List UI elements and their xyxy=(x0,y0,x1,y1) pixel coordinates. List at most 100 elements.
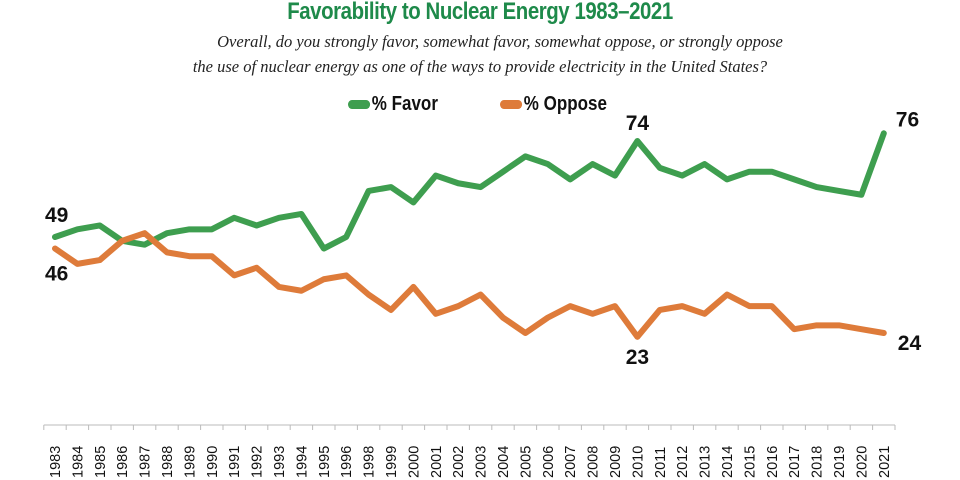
data-point xyxy=(188,228,190,230)
data-point xyxy=(883,132,885,134)
x-tick-label: 2007 xyxy=(563,446,579,478)
x-tick-label: 1983 xyxy=(48,446,64,478)
data-point xyxy=(188,255,190,257)
data-label: 49 xyxy=(45,204,68,227)
data-point xyxy=(860,328,862,330)
data-point xyxy=(726,294,728,296)
x-tick-label: 2006 xyxy=(541,446,557,478)
data-point xyxy=(345,236,347,238)
x-tick-label: 2015 xyxy=(742,446,758,478)
x-tick-label: 1991 xyxy=(227,446,243,478)
data-point xyxy=(524,155,526,157)
data-point xyxy=(278,286,280,288)
x-tick-label: 1992 xyxy=(250,446,266,478)
data-point xyxy=(76,228,78,230)
data-point xyxy=(860,194,862,196)
chart-title: Favorability to Nuclear Energy 1983–2021 xyxy=(287,0,673,25)
data-point xyxy=(345,274,347,276)
data-point xyxy=(323,248,325,250)
data-point xyxy=(704,163,706,165)
data-point xyxy=(54,236,56,238)
x-tick-label: 2008 xyxy=(586,446,602,478)
data-point xyxy=(748,305,750,307)
data-point xyxy=(614,175,616,177)
data-point xyxy=(256,224,258,226)
x-tick-label: 1994 xyxy=(294,446,310,478)
data-point xyxy=(502,317,504,319)
data-point xyxy=(144,244,146,246)
data-point xyxy=(636,336,638,338)
x-tick-label: 1993 xyxy=(272,446,288,478)
series-line-favor xyxy=(52,130,887,252)
chart-subtitle-line1: Overall, do you strongly favor, somewhat… xyxy=(217,32,783,51)
chart-subtitle-line2: the use of nuclear energy as one of the … xyxy=(192,57,768,76)
data-point xyxy=(659,167,661,169)
legend-label-oppose: % Oppose xyxy=(523,93,607,115)
data-point xyxy=(256,267,258,269)
x-tick-label: 1985 xyxy=(93,446,109,478)
x-tick-label: 2020 xyxy=(854,446,870,478)
data-point xyxy=(412,286,414,288)
data-point xyxy=(166,232,168,234)
data-point xyxy=(771,171,773,173)
legend-swatch-oppose xyxy=(500,100,523,109)
x-tick-label: 2017 xyxy=(787,446,803,478)
data-point xyxy=(771,305,773,307)
data-point xyxy=(569,305,571,307)
data-point xyxy=(368,294,370,296)
x-tick-label: 2009 xyxy=(608,446,624,478)
data-point xyxy=(435,175,437,177)
x-tick-label: 2000 xyxy=(406,446,422,478)
data-point xyxy=(547,163,549,165)
x-tick-label: 1998 xyxy=(362,446,378,478)
data-point xyxy=(99,224,101,226)
data-label: 24 xyxy=(898,332,922,355)
x-tick-label: 2002 xyxy=(451,446,467,478)
data-point xyxy=(793,178,795,180)
x-tick-label: 2016 xyxy=(765,446,781,478)
data-point xyxy=(838,190,840,192)
data-point xyxy=(211,255,213,257)
data-point xyxy=(816,186,818,188)
data-point xyxy=(480,294,482,296)
data-point xyxy=(144,232,146,234)
x-tick-label: 2014 xyxy=(720,446,736,478)
data-point xyxy=(457,305,459,307)
data-point xyxy=(883,332,885,334)
data-point xyxy=(748,171,750,173)
data-point xyxy=(838,324,840,326)
x-tick-label: 2003 xyxy=(474,446,490,478)
data-label: 23 xyxy=(626,346,649,369)
data-point xyxy=(99,259,101,261)
x-tick-label: 2001 xyxy=(429,446,445,478)
data-point xyxy=(569,178,571,180)
data-point xyxy=(816,324,818,326)
data-point xyxy=(457,182,459,184)
data-point xyxy=(480,186,482,188)
data-point xyxy=(435,313,437,315)
data-point xyxy=(502,171,504,173)
x-tick-label: 2012 xyxy=(675,446,691,478)
data-point xyxy=(592,163,594,165)
x-tick-label: 2013 xyxy=(698,446,714,478)
data-point xyxy=(793,328,795,330)
legend-label-favor: % Favor xyxy=(371,93,438,115)
data-point xyxy=(323,278,325,280)
data-point xyxy=(233,274,235,276)
x-tick-label: 1987 xyxy=(138,446,154,478)
x-tick-label: 1996 xyxy=(339,446,355,478)
series-line-oppose xyxy=(52,230,887,340)
x-tick-label: 2004 xyxy=(496,446,512,478)
legend-swatch-favor xyxy=(348,100,371,109)
x-tick-label: 1999 xyxy=(384,446,400,478)
data-label: 46 xyxy=(45,263,68,286)
x-tick-label: 2021 xyxy=(877,446,893,478)
data-point xyxy=(547,317,549,319)
x-tick-label: 1989 xyxy=(182,446,198,478)
data-point xyxy=(659,309,661,311)
data-point xyxy=(592,313,594,315)
data-point xyxy=(166,251,168,253)
x-tick-label: 2005 xyxy=(518,446,534,478)
x-tick-label: 1984 xyxy=(70,446,86,478)
data-point xyxy=(368,190,370,192)
